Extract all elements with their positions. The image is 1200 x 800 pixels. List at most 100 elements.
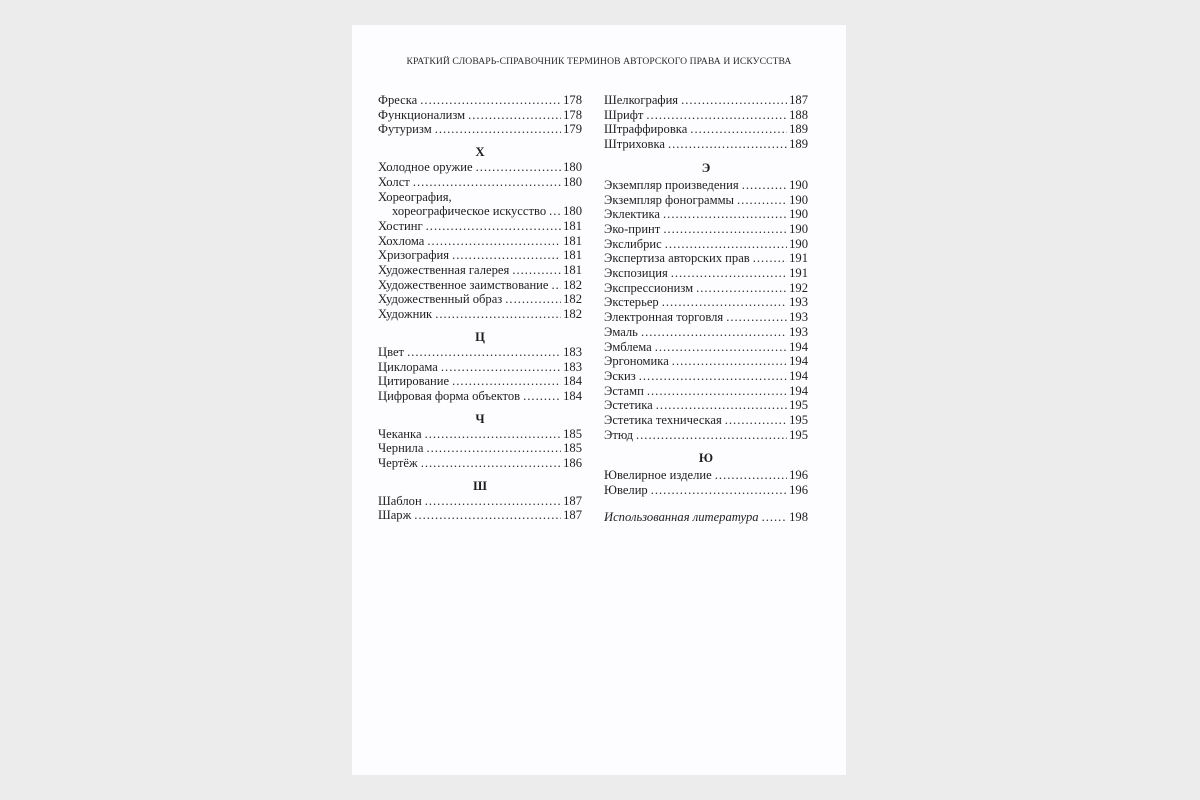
index-term: Хризография (378, 248, 450, 263)
index-entry: Цвет 183 (378, 345, 582, 360)
page-number: 187 (563, 493, 582, 508)
page-number: 188 (789, 107, 808, 122)
index-entry: Эргономика 194 (604, 354, 808, 369)
page-number: 189 (789, 137, 808, 152)
index-term: Эстетика (604, 398, 653, 413)
index-term: Этюд (604, 427, 633, 442)
index-term: Хостинг (378, 218, 423, 233)
index-term: Штриховка (604, 137, 665, 152)
dot-leader (665, 237, 787, 252)
index-entry: Ювелир 196 (604, 483, 808, 498)
dot-leader (552, 278, 562, 293)
index-term: Экспрессионизм (604, 280, 694, 295)
index-term: Штраффировка (604, 122, 688, 137)
index-term: Ювелирное изделие (604, 468, 712, 483)
page-number: 195 (789, 427, 808, 442)
dot-leader (655, 340, 787, 355)
index-term: Хохлома (378, 233, 425, 248)
index-entry: Футуризм 179 (378, 122, 582, 137)
dot-leader (452, 248, 561, 263)
page-number: 191 (789, 266, 808, 281)
index-entry: Экземпляр произведения 190 (604, 178, 808, 193)
page-number: 185 (563, 441, 582, 456)
dot-leader (427, 234, 561, 249)
dot-leader (646, 108, 787, 123)
index-entry: Чернила 185 (378, 441, 582, 456)
dot-leader (476, 160, 562, 175)
letter-heading: Ц (475, 329, 485, 344)
index-entry-bibliography: Использованная литература 198 (604, 510, 808, 525)
index-term: Цвет (378, 344, 405, 359)
index-term-line1: Хореография, (378, 189, 452, 204)
index-term: Холодное оружие (378, 160, 473, 175)
index-section: Фреска 178 Функционализм 178 Футуризм 179 (378, 93, 582, 137)
page-number: 193 (789, 310, 808, 325)
page-number: 178 (563, 107, 582, 122)
dot-leader (690, 122, 787, 137)
index-entry: Чертёж 186 (378, 456, 582, 471)
index-entry: Экспозиция 191 (604, 266, 808, 281)
dot-leader (663, 207, 787, 222)
index-term: Экземпляр произведения (604, 177, 739, 192)
page-number: 186 (563, 456, 582, 471)
index-entry: Художественная галерея 181 (378, 263, 582, 278)
index-entry: Художественный образ 182 (378, 292, 582, 307)
index-term: Художественная галерея (378, 263, 510, 278)
page-number: 189 (789, 122, 808, 137)
index-entry: Функционализм 178 (378, 108, 582, 123)
index-section: Ш Шаблон 187 Шарж 187 (378, 479, 582, 523)
page-number: 187 (563, 508, 582, 523)
index-entry: Цифровая форма объектов 184 (378, 389, 582, 404)
index-term: Электронная торговля (604, 310, 724, 325)
index-section: ЦЦвет183Циклорама183Цитирование184Цифров… (378, 330, 582, 404)
index-entry: Шрифт 188 (604, 108, 808, 123)
page-number: 194 (789, 354, 808, 369)
dot-leader (762, 510, 788, 525)
index-term: Экземпляр фонограммы (604, 192, 735, 207)
page-number: 181 (563, 218, 582, 233)
dot-leader (426, 441, 561, 456)
dot-leader (726, 310, 787, 325)
dot-leader (742, 178, 787, 193)
index-term: Функционализм (378, 107, 466, 122)
index-entry: Ювелирное изделие 196 (604, 468, 808, 483)
dot-leader (715, 468, 787, 483)
index-term: Чернила (378, 441, 424, 456)
page-number: 193 (789, 324, 808, 339)
page-number: 181 (563, 248, 582, 263)
index-term: Ювелир (604, 483, 648, 498)
dot-leader (426, 219, 561, 234)
dot-leader (420, 93, 561, 108)
index-entry: Экземпляр фонограммы 190 (604, 193, 808, 208)
index-term: Эстамп (604, 383, 644, 398)
index-term: Шарж (378, 508, 412, 523)
index-entry: Шарж 187 (378, 508, 582, 523)
dot-leader (639, 369, 787, 384)
page-number: 191 (789, 251, 808, 266)
running-head: КРАТКИЙ СЛОВАРЬ-СПРАВОЧНИК ТЕРМИНОВ АВТО… (406, 56, 792, 67)
index-section: Ю Ювелирное изделие 196 Ювелир 196 (604, 451, 808, 497)
page-number: 178 (563, 93, 582, 107)
dot-leader (505, 292, 561, 307)
index-entry: Циклорама 183 (378, 360, 582, 375)
dot-leader (421, 456, 561, 471)
index-entry: Холст 180 (378, 175, 582, 190)
index-entry: Штраффировка 189 (604, 122, 808, 137)
dot-leader (435, 307, 561, 322)
index-entry: Эко-принт 190 (604, 222, 808, 237)
index-term: Экспертиза авторских прав (604, 251, 750, 266)
page-number: 179 (563, 122, 582, 137)
dot-leader (425, 427, 562, 442)
page-number: 193 (789, 295, 808, 310)
page-number: 190 (789, 177, 808, 192)
index-term: Холст (378, 174, 410, 189)
index-term: Циклорама (378, 359, 438, 374)
page-number: 180 (563, 174, 582, 189)
index-entry: Штриховка 189 (604, 137, 808, 152)
index-entry: Холодное оружие 180 (378, 160, 582, 175)
dot-leader (523, 389, 561, 404)
index-entry: Эстамп 194 (604, 384, 808, 399)
index-term: Эмаль (604, 324, 638, 339)
index-entry: Эскиз 194 (604, 369, 808, 384)
page-number: 184 (563, 374, 582, 389)
